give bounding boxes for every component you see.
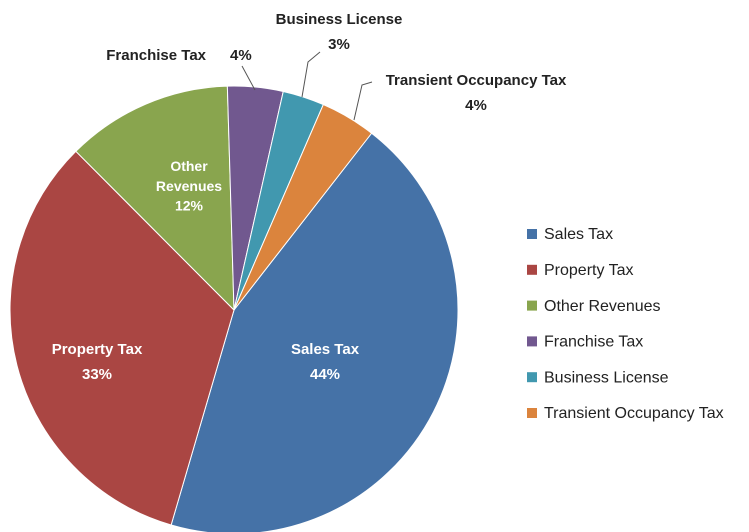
leader-line xyxy=(301,51,321,98)
slice-label-line: Other xyxy=(170,158,208,174)
slice-label-line: Revenues xyxy=(156,178,222,194)
slice-label: Property Tax xyxy=(52,341,143,358)
pie-slice xyxy=(9,150,235,526)
legend-swatch xyxy=(527,372,537,383)
slice-value-label: 4% xyxy=(465,97,487,114)
legend-label: Transient Occupancy Tax xyxy=(544,405,724,422)
slice-value-label: 12% xyxy=(175,198,204,214)
legend-label: Property Tax xyxy=(544,262,634,279)
legend-label: Business License xyxy=(544,369,669,386)
leader-line xyxy=(353,81,373,121)
slice-value-label: 3% xyxy=(328,36,350,53)
leader-line xyxy=(241,65,256,91)
slice-value-label: 33% xyxy=(82,366,112,383)
slice-label: Sales Tax xyxy=(291,341,360,358)
legend-swatch xyxy=(527,336,537,347)
legend-label: Sales Tax xyxy=(544,226,613,243)
legend-label: Other Revenues xyxy=(544,298,661,315)
legend-swatch xyxy=(527,264,537,275)
pie-slice xyxy=(233,103,373,311)
slice-value-label: 4% xyxy=(230,47,252,64)
pie-slice xyxy=(75,85,235,312)
slice-label: Business License xyxy=(276,11,403,28)
slice-value-label: 44% xyxy=(310,366,340,383)
legend-swatch xyxy=(527,408,537,418)
pie-slice xyxy=(170,132,459,532)
slice-label: Transient Occupancy Tax xyxy=(386,72,567,89)
slice-label: Other Revenues xyxy=(156,158,222,194)
slice-label: Franchise Tax xyxy=(106,47,206,64)
legend-swatch xyxy=(527,300,537,311)
legend-label: Franchise Tax xyxy=(544,334,643,351)
legend-swatch xyxy=(527,229,537,239)
